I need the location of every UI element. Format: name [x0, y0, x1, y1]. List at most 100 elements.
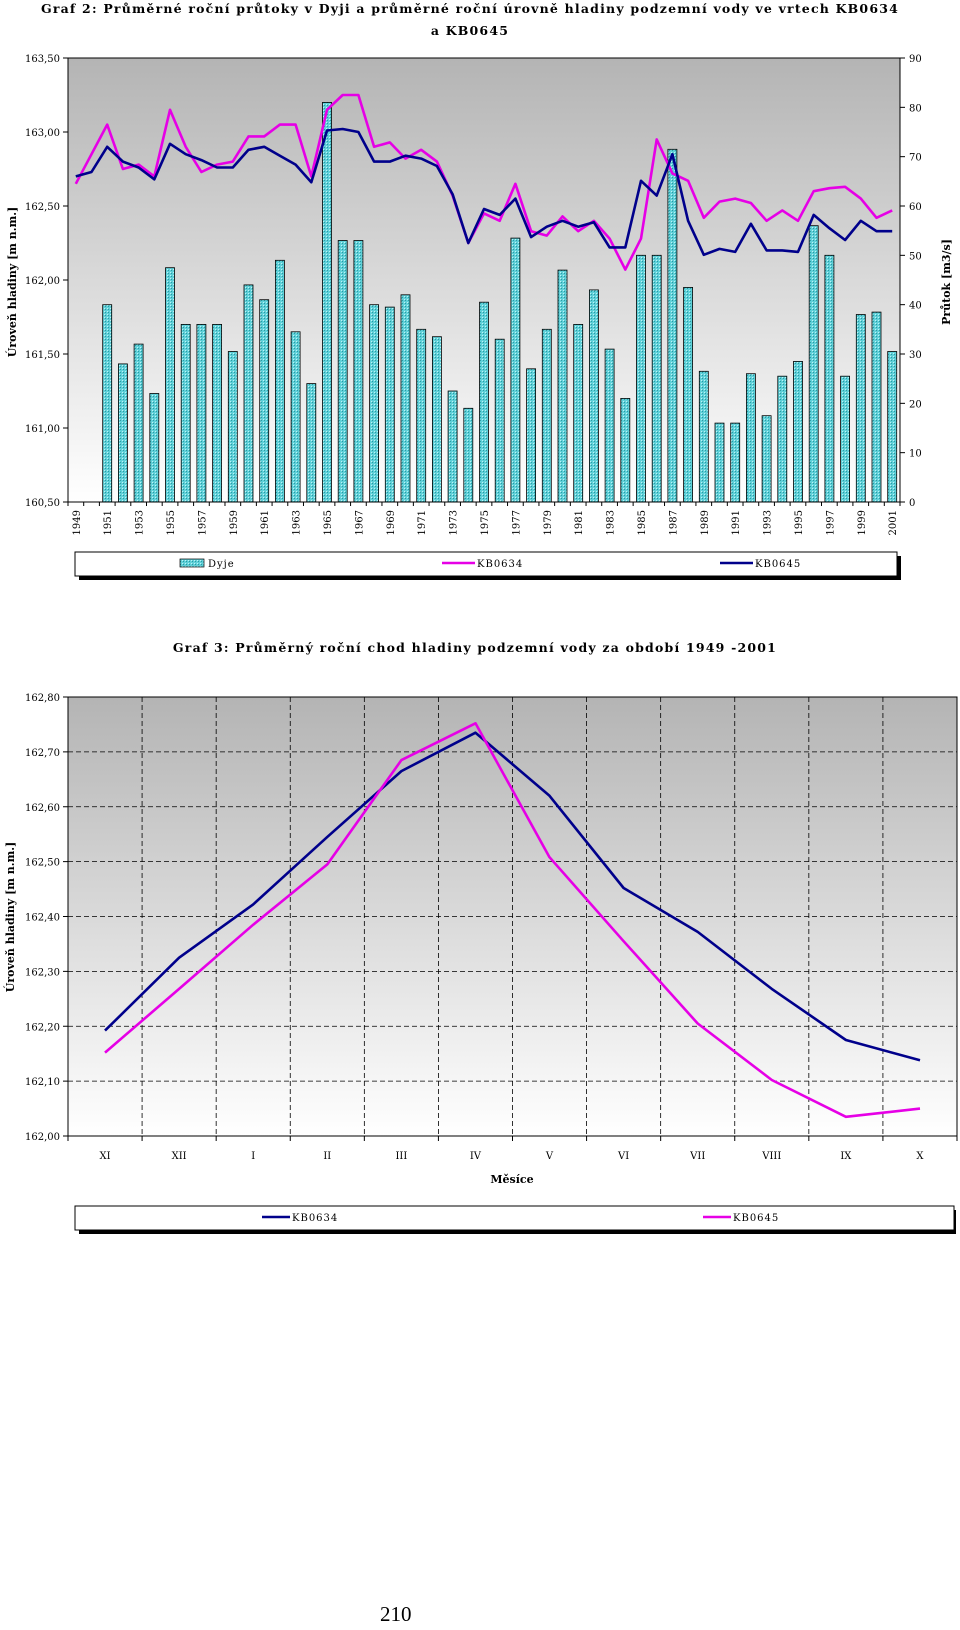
x-tick-label: 1981 [574, 510, 585, 535]
x-tick-label: 1975 [480, 510, 491, 535]
x-tick-label: 1997 [825, 510, 836, 535]
bar-dyje-2001 [887, 351, 898, 503]
x-tick-label: I [251, 1151, 255, 1162]
x-tick-label: III [395, 1151, 407, 1162]
bar-dyje-1990 [714, 422, 725, 503]
bar-dyje-1987 [667, 148, 678, 503]
y2-tick-label: 50 [909, 251, 922, 262]
x-tick-label: XII [172, 1151, 187, 1162]
x-tick-label: 1951 [103, 510, 114, 535]
x-tick-label: 1969 [386, 510, 397, 535]
page-number: 210 [380, 1602, 412, 1626]
x-tick-label: 1973 [449, 510, 460, 535]
y2-tick-label: 30 [909, 350, 922, 361]
x-tick-label: XI [100, 1151, 111, 1162]
y2-tick-label: 60 [909, 202, 922, 213]
chart2-title: Graf 3: Průměrný roční chod hladiny podz… [173, 640, 777, 655]
legend2-label-kb0645: KB0645 [733, 1213, 779, 1224]
legend-label-dyje: Dyje [208, 559, 235, 570]
x-tick-label: 1985 [637, 510, 648, 535]
y-tick-label: 162,80 [25, 693, 60, 704]
bar-dyje-1998 [840, 375, 850, 503]
bar-dyje-1996 [808, 225, 819, 503]
y2-tick-label: 20 [909, 399, 922, 410]
chart2-xlabel: Měsíce [490, 1173, 533, 1186]
y2-tick-label: 80 [909, 103, 922, 114]
bar-dyje-1957 [196, 323, 207, 503]
x-tick-label: 1995 [794, 510, 805, 535]
x-tick-label: V [545, 1151, 554, 1162]
bar-dyje-1989 [698, 370, 709, 503]
y-tick-label: 163,50 [25, 54, 60, 65]
series-line-kb0645 [75, 127, 893, 257]
bar-dyje-1997 [824, 254, 835, 503]
bar-dyje-1951 [102, 304, 113, 503]
chart2-ylabel: Úroveň hladiny [m n.m.] [3, 842, 17, 993]
y2-tick-label: 0 [909, 498, 915, 509]
y2-tick-label: 70 [909, 153, 922, 164]
y-tick-label: 162,40 [25, 913, 60, 924]
legend-swatch-dyje [179, 558, 205, 568]
bar-dyje-1978 [526, 368, 536, 503]
bar-dyje-1961 [259, 299, 270, 503]
bar-dyje-1985 [636, 254, 646, 503]
y-tick-label: 161,00 [25, 424, 60, 435]
x-tick-label: 1983 [606, 510, 617, 535]
x-tick-label: 1971 [417, 510, 428, 535]
bar-dyje-1959 [227, 351, 238, 503]
y-tick-label: 162,20 [25, 1022, 60, 1033]
bar-dyje-1972 [431, 336, 442, 503]
chart2: Graf 3: Průměrný roční chod hladiny podz… [3, 640, 958, 1234]
bar-dyje-1960 [243, 284, 254, 503]
x-tick-label: 1987 [668, 510, 679, 535]
series2-line-kb0634 [104, 731, 921, 1062]
x-tick-label: 1999 [857, 510, 868, 535]
bar-dyje-1983 [604, 348, 615, 503]
x-tick-label: 1949 [72, 510, 83, 535]
chart1: Graf 2: Průměrné roční průtoky v Dyji a … [5, 1, 953, 580]
bar-dyje-1964 [306, 383, 317, 503]
bar-dyje-1968 [369, 304, 380, 503]
bar-dyje-1982 [589, 289, 599, 503]
bar-dyje-1958 [212, 323, 223, 503]
x-tick-label: 1955 [166, 510, 177, 535]
x-tick-label: X [916, 1151, 924, 1162]
series-line-kb0634 [74, 93, 893, 271]
chart1-y2label: Průtok [m3/s] [940, 239, 953, 325]
bar-dyje-1966 [337, 240, 348, 503]
x-tick-label: II [323, 1151, 331, 1162]
bar-dyje-1986 [651, 254, 662, 503]
x-tick-label: 1977 [511, 510, 522, 535]
y-tick-label: 162,70 [25, 748, 60, 759]
bar-dyje-1974 [463, 407, 474, 503]
bar-dyje-1967 [353, 240, 364, 503]
bar-dyje-1952 [118, 363, 128, 503]
x-tick-label: 2001 [888, 510, 899, 535]
x-tick-label: VIII [761, 1151, 781, 1162]
x-tick-label: IV [470, 1151, 482, 1162]
bar-dyje-1995 [793, 360, 803, 503]
y-tick-label: 162,60 [25, 803, 60, 814]
bar-dyje-1971 [416, 328, 427, 503]
legend-label-kb0634: KB0634 [477, 559, 523, 570]
y-tick-label: 163,00 [25, 128, 60, 139]
bar-dyje-1973 [447, 390, 458, 503]
chart1-ylabel: Úroveň hladiny [m n.m.] [5, 207, 19, 358]
bar-dyje-1976 [494, 338, 505, 503]
y-tick-label: 161,50 [25, 350, 60, 361]
x-tick-label: VI [617, 1151, 629, 1162]
bar-dyje-1980 [557, 269, 568, 503]
x-tick-label: 1993 [763, 510, 774, 535]
x-tick-label: 1989 [700, 510, 711, 535]
x-tick-label: 1953 [135, 510, 146, 535]
bar-dyje-1956 [180, 323, 191, 503]
bar-dyje-1992 [746, 373, 756, 503]
y-tick-label: 162,10 [25, 1077, 60, 1088]
x-tick-label: 1957 [197, 510, 208, 535]
x-tick-label: IX [840, 1151, 852, 1162]
bar-dyje-2000 [871, 311, 882, 503]
chart1-legend [74, 551, 898, 577]
bar-dyje-1962 [274, 259, 285, 503]
bar-dyje-1981 [573, 323, 584, 503]
